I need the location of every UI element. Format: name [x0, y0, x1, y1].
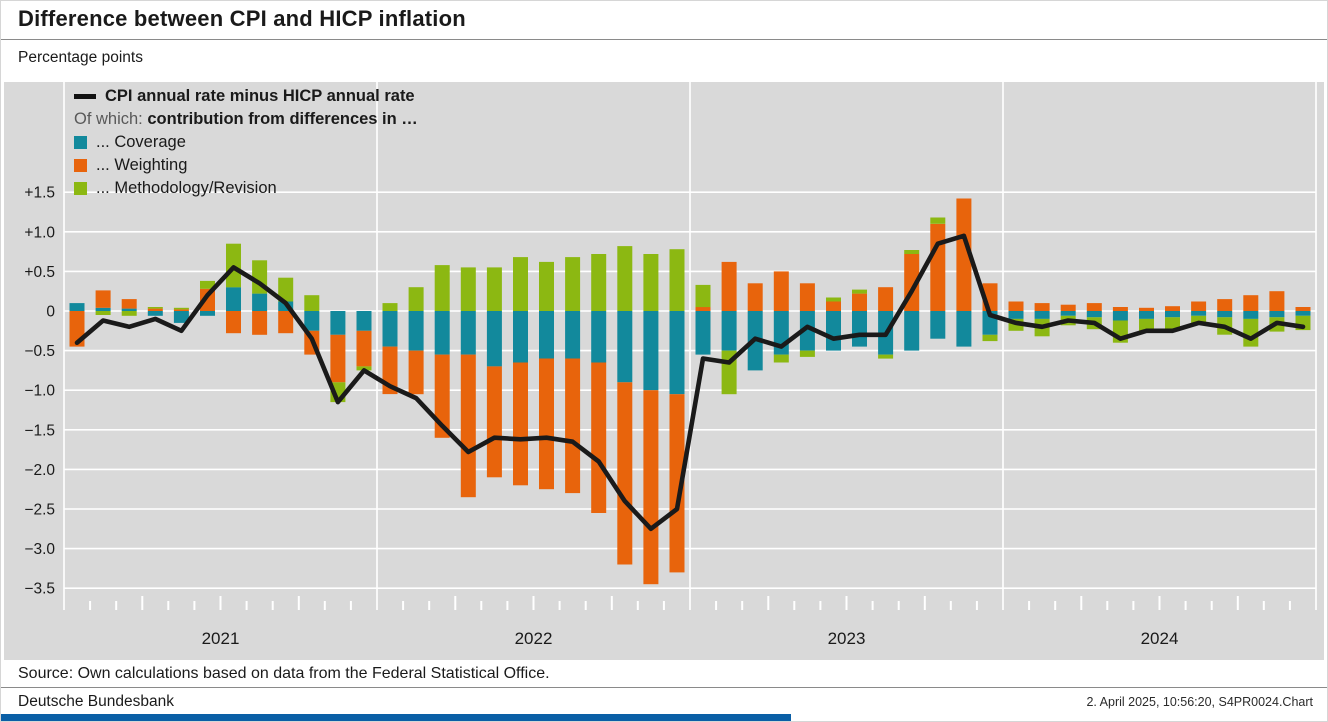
- legend-line-entry: CPI annual rate minus HICP annual rate: [74, 85, 418, 108]
- source-row: Source: Own calculations based on data f…: [1, 660, 1327, 683]
- month-ticks: [89, 596, 1291, 610]
- legend-swatch-icon: [74, 136, 87, 149]
- legend-item-label: ... Coverage: [96, 133, 186, 151]
- legend-ofwhich-row: Of which: contribution from differences …: [74, 108, 418, 131]
- footer-divider: [1, 687, 1327, 688]
- legend-ofwhich-text: contribution from differences in …: [147, 110, 418, 128]
- svg-text:0: 0: [46, 304, 55, 321]
- line-swatch-icon: [74, 94, 96, 99]
- chart-plot: 2021 2022 2023 2024 +1.5 +1.0 +0.5 0 −0.5 −1.0 −1.…: [24, 82, 1317, 648]
- svg-text:−2.5: −2.5: [24, 502, 55, 519]
- svg-text:−0.5: −0.5: [24, 343, 55, 360]
- legend-ofwhich-prefix: Of which:: [74, 110, 143, 128]
- line-series: [74, 233, 1306, 532]
- svg-text:+1.5: +1.5: [24, 185, 55, 202]
- timestamp: 2. April 2025, 10:56:20, S4PR0024.Chart: [1086, 695, 1313, 709]
- header: Difference between CPI and HICP inflatio…: [1, 1, 1327, 32]
- source-note: Source: Own calculations based on data f…: [18, 665, 550, 682]
- svg-text:−1.0: −1.0: [24, 383, 55, 400]
- svg-text:2021: 2021: [202, 629, 240, 648]
- year-labels: 2021 2022 2023 2024: [202, 629, 1179, 648]
- axis-unit-label: Percentage points: [18, 49, 143, 66]
- svg-text:2022: 2022: [515, 629, 553, 648]
- bars-group: [69, 198, 1311, 585]
- title-divider: [1, 39, 1327, 40]
- footer-row: Deutsche Bundesbank 2. April 2025, 10:56…: [1, 693, 1327, 711]
- year-separators: [63, 82, 1317, 610]
- page-title: Difference between CPI and HICP inflatio…: [18, 6, 466, 31]
- legend-swatch-icon: [74, 182, 87, 195]
- legend-item: ... Coverage: [74, 131, 418, 154]
- svg-text:+1.0: +1.0: [24, 224, 55, 241]
- y-axis-labels: +1.5 +1.0 +0.5 0 −0.5 −1.0 −1.5 −2.0 −2.5 −3.0 −3.…: [24, 185, 55, 598]
- svg-text:+0.5: +0.5: [24, 264, 55, 281]
- legend-swatch-icon: [74, 159, 87, 172]
- legend-item-label: ... Methodology/Revision: [96, 179, 277, 197]
- legend-item-label: ... Weighting: [96, 156, 188, 174]
- brand-bar: [1, 714, 791, 721]
- legend-item: ... Methodology/Revision: [74, 177, 418, 200]
- svg-text:−1.5: −1.5: [24, 422, 55, 439]
- svg-text:−2.0: −2.0: [24, 462, 55, 479]
- svg-text:2023: 2023: [828, 629, 866, 648]
- legend-line-label: CPI annual rate minus HICP annual rate: [105, 87, 415, 105]
- legend-item: ... Weighting: [74, 154, 418, 177]
- publisher: Deutsche Bundesbank: [18, 693, 174, 710]
- svg-text:2024: 2024: [1141, 629, 1179, 648]
- chart-legend: CPI annual rate minus HICP annual rate O…: [74, 85, 418, 200]
- chart-panel: 2021 2022 2023 2024 +1.5 +1.0 +0.5 0 −0.5 −1.0 −1.…: [4, 82, 1324, 660]
- svg-text:−3.0: −3.0: [24, 541, 55, 558]
- legend-items: ... Coverage ... Weighting ... Methodology…: [74, 131, 418, 200]
- svg-text:−3.5: −3.5: [24, 581, 55, 598]
- subtitle-row: Percentage points: [1, 40, 1327, 67]
